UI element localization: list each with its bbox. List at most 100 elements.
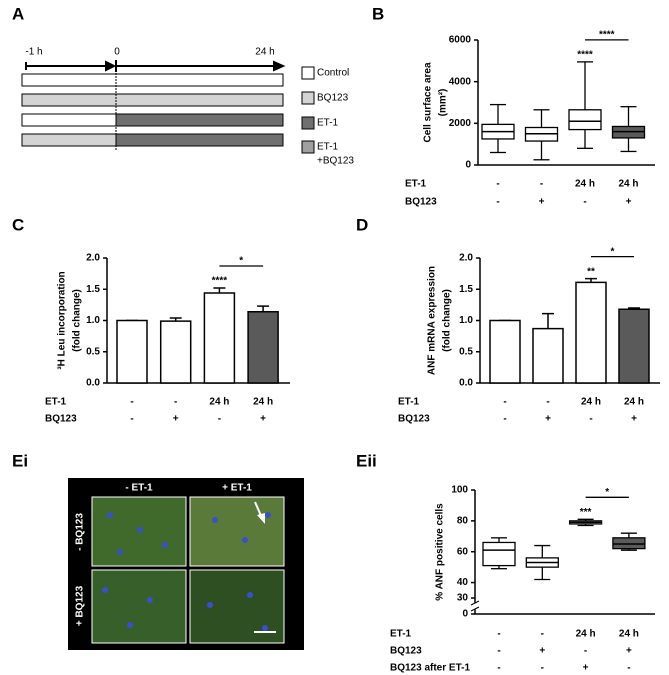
protocol-bars — [21, 70, 284, 150]
condition-value: - — [497, 646, 500, 657]
panel-label: Eii — [356, 451, 377, 470]
bar — [247, 311, 279, 384]
bar — [575, 281, 607, 384]
y-tick-label: 2000 — [449, 118, 472, 129]
column-label: - ET-1 — [125, 483, 153, 494]
y-axis-label: % ANF positive cells — [435, 503, 446, 601]
y-axis-label: (fold change) — [72, 289, 83, 352]
condition-value: - — [503, 414, 506, 425]
condition-value: - — [541, 663, 544, 674]
bar — [159, 320, 192, 384]
condition-value: + — [631, 414, 637, 425]
legend-label: Control — [317, 68, 349, 79]
condition-value: - — [497, 629, 500, 640]
condition-value: 24 h — [624, 397, 644, 408]
condition-value: - — [497, 663, 500, 674]
legend — [301, 66, 315, 154]
y-tick-label: 4000 — [449, 76, 472, 87]
y-tick-label: 0.5 — [86, 346, 100, 357]
condition-value: + — [545, 414, 551, 425]
condition-value: 24 h — [581, 397, 601, 408]
condition-value: - — [218, 414, 221, 425]
y-tick-label: 60 — [457, 546, 469, 557]
panel-label: B — [372, 4, 384, 23]
y-axis-label: (fold change) — [442, 289, 453, 352]
condition-value: + — [539, 646, 545, 657]
y-tick-label: 1.0 — [459, 315, 473, 326]
y-tick-label: 0 — [465, 160, 471, 171]
y-tick-label: 80 — [457, 515, 469, 526]
y-tick-label: 30 — [457, 593, 469, 604]
condition-value: 24 h — [575, 179, 595, 190]
y-axis-label: (mm²) — [438, 89, 449, 117]
significance: *** — [580, 507, 592, 518]
condition-name: ET-1 — [398, 397, 420, 408]
box — [612, 537, 646, 550]
time-label: -1 h — [25, 47, 42, 58]
condition-name: BQ123 — [45, 414, 77, 425]
y-axis-label: Cell surface area — [423, 62, 434, 142]
y-tick-label: 40 — [457, 577, 469, 588]
bar — [116, 319, 148, 384]
condition-name: ET-1 — [45, 397, 67, 408]
condition-value: + — [260, 414, 266, 425]
condition-name: BQ123 after ET-1 — [390, 663, 470, 674]
timeline — [25, 60, 286, 72]
box — [482, 541, 516, 567]
condition-value: + — [173, 414, 179, 425]
row-label: + BQ123 — [75, 585, 86, 626]
y-tick-label: 100 — [451, 485, 468, 496]
y-tick-label: 6000 — [449, 35, 472, 46]
y-tick-label: 0.5 — [459, 346, 473, 357]
box — [568, 109, 602, 131]
row-label: - BQ123 — [75, 513, 86, 551]
condition-value: + — [583, 663, 589, 674]
condition-value: 24 h — [619, 629, 639, 640]
condition-value: - — [546, 397, 549, 408]
significance: * — [605, 487, 609, 498]
condition-name: ET-1 — [405, 179, 427, 190]
y-tick-label: 1.5 — [459, 284, 473, 295]
condition-value: - — [496, 197, 499, 208]
panel-label: Ei — [12, 451, 28, 470]
y-tick-label: 2.0 — [86, 253, 100, 264]
axis-break — [470, 606, 480, 612]
condition-value: - — [589, 414, 592, 425]
y-axis-label: ³H Leu incorporation — [57, 271, 68, 369]
condition-value: + — [626, 646, 632, 657]
condition-value: - — [627, 663, 630, 674]
significance: **** — [577, 50, 593, 61]
y-tick-label: 0 — [462, 609, 468, 620]
condition-value: - — [583, 197, 586, 208]
condition-value: - — [496, 179, 499, 190]
bar — [203, 292, 236, 384]
condition-value: - — [174, 397, 177, 408]
bar — [532, 327, 564, 384]
panel-label: D — [356, 215, 368, 234]
legend-label: BQ123 — [317, 93, 349, 104]
bar — [618, 308, 650, 384]
y-axis-label: ANF mRNA expression — [427, 266, 438, 375]
condition-name: BQ123 — [405, 197, 437, 208]
significance: **** — [599, 30, 615, 41]
significance: **** — [212, 276, 228, 287]
condition-value: - — [584, 646, 587, 657]
condition-value: 24 h — [209, 397, 229, 408]
condition-value: 24 h — [576, 629, 596, 640]
bar — [489, 319, 521, 384]
condition-name: BQ123 — [398, 414, 430, 425]
condition-value: - — [503, 397, 506, 408]
axis-break — [470, 600, 480, 606]
legend-label: ET-1 — [317, 142, 339, 153]
condition-value: - — [540, 179, 543, 190]
condition-value: + — [626, 197, 632, 208]
condition-name: BQ123 — [390, 646, 422, 657]
y-tick-label: 1.5 — [86, 284, 100, 295]
time-label: 24 h — [255, 47, 274, 58]
legend-label: ET-1 — [317, 118, 339, 129]
legend-label: +BQ123 — [317, 156, 354, 167]
micrographs — [91, 496, 285, 644]
y-tick-label: 0.0 — [86, 378, 100, 389]
condition-value: - — [541, 629, 544, 640]
